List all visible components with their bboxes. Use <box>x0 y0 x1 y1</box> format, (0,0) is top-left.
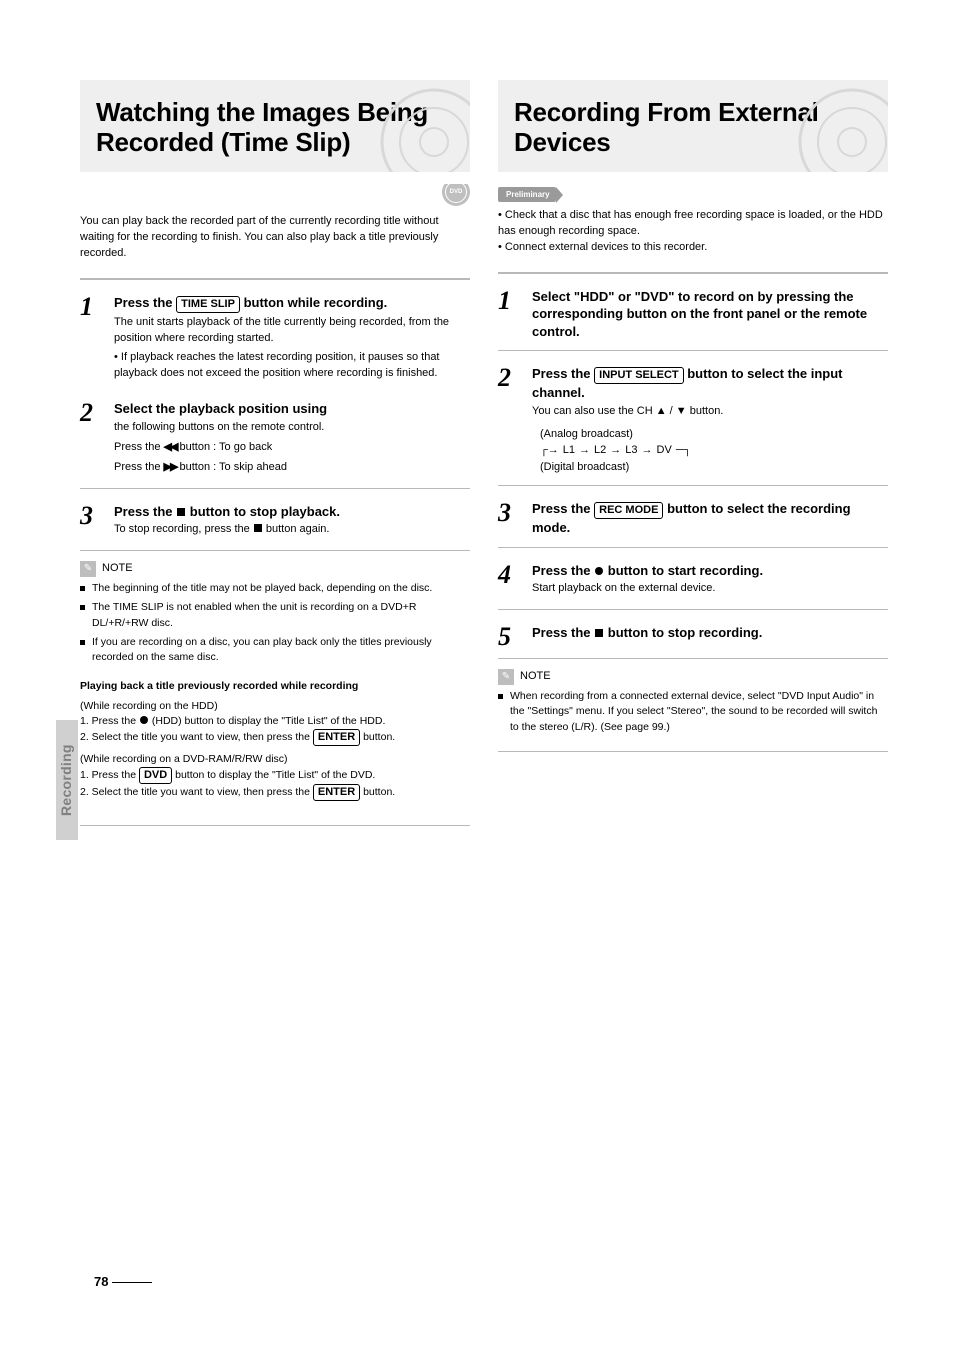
step-1-sub: The unit starts playback of the title cu… <box>114 315 470 347</box>
r-step-3: 3 Press the REC MODE button to select th… <box>498 500 888 539</box>
note-label: NOTE <box>520 669 551 685</box>
dvd-disc-icon: DVD <box>442 184 470 206</box>
note-item: When recording from a connected external… <box>498 689 888 735</box>
r-step-5-title: Press the button to stop recording. <box>532 624 888 642</box>
tip-line: 2. Select the title you want to view, th… <box>80 784 470 801</box>
footer-dash <box>112 1282 152 1283</box>
timeslip-button-label: TIME SLIP <box>176 296 240 313</box>
rec-mode-button-label: REC MODE <box>594 502 663 519</box>
step-3-title: Press the button to stop playback. <box>114 503 470 521</box>
pencil-icon: ✎ <box>498 669 514 685</box>
step-1: 1 Press the TIME SLIP button while recor… <box>80 294 470 387</box>
pencil-icon: ✎ <box>80 561 96 577</box>
step-number: 3 <box>498 500 522 539</box>
stop-icon <box>177 508 185 516</box>
step-2-line-2: Press the ▶▶ button : To skip ahead <box>114 460 470 476</box>
prelim-line-0: • Check that a disc that has enough free… <box>498 208 888 240</box>
divider-thin <box>80 550 470 551</box>
preliminary-tag: Preliminary <box>498 187 556 202</box>
r-step-1: 1 Select "HDD" or "DVD" to record on by … <box>498 288 888 343</box>
tip-line: 2. Select the title you want to view, th… <box>80 729 470 746</box>
step-2-line-1: Press the ◀◀ button : To go back <box>114 440 470 456</box>
right-column: Recording From External Devices Prelimin… <box>498 80 888 836</box>
tip-heading: Playing back a title previously recorded… <box>80 679 470 694</box>
disc-watermark-icon <box>792 82 888 172</box>
divider-thin <box>498 751 888 752</box>
step-1-bullet: • If playback reaches the latest recordi… <box>114 350 470 382</box>
chain-label-bottom: (Digital broadcast) <box>540 459 888 476</box>
chapter-side-tab-label: Recording <box>58 696 74 816</box>
step-2-title: Select the playback position using <box>114 400 470 418</box>
step-3: 3 Press the button to stop playback. To … <box>80 503 470 542</box>
step-number: 2 <box>80 400 104 479</box>
step-number: 1 <box>80 294 104 387</box>
tip-line: 1. Press the DVD button to display the "… <box>80 767 470 784</box>
record-icon <box>595 567 603 575</box>
tip-line: (While recording on the HDD) <box>80 699 470 714</box>
stop-icon <box>595 629 603 637</box>
step-2: 2 Select the playback position using the… <box>80 400 470 479</box>
step-number: 5 <box>498 624 522 650</box>
r-step-4-title: Press the button to start recording. <box>532 562 888 580</box>
step-number: 1 <box>498 288 522 343</box>
note-item: If you are recording on a disc, you can … <box>80 635 470 665</box>
left-notes: ✎ NOTE The beginning of the title may no… <box>80 561 470 665</box>
divider-thin <box>498 609 888 610</box>
right-notes: ✎ NOTE When recording from a connected e… <box>498 669 888 735</box>
r-step-4-sub: Start playback on the external device. <box>532 581 888 597</box>
input-select-button-label: INPUT SELECT <box>594 367 683 384</box>
tip-line: (While recording on a DVD-RAM/R/RW disc) <box>80 752 470 767</box>
divider-thin <box>498 547 888 548</box>
r-step-5: 5 Press the button to stop recording. <box>498 624 888 650</box>
chain-label-top: (Analog broadcast) <box>540 426 888 443</box>
chapter-side-tab: Recording <box>56 720 78 840</box>
divider <box>498 272 888 274</box>
divider-thin <box>498 350 888 351</box>
r-step-2-title: Press the INPUT SELECT button to select … <box>532 365 888 402</box>
divider-thin <box>80 488 470 489</box>
left-intro-text: You can play back the recorded part of t… <box>80 214 470 262</box>
left-heading-block: Watching the Images Being Recorded (Time… <box>80 80 470 172</box>
divider-thin <box>80 825 470 826</box>
step-number: 4 <box>498 562 522 601</box>
step-3-sub: To stop recording, press the button agai… <box>114 522 470 538</box>
r-step-2: 2 Press the INPUT SELECT button to selec… <box>498 365 888 477</box>
disc-watermark-icon <box>374 82 470 172</box>
divider-thin <box>498 658 888 659</box>
r-step-3-title: Press the REC MODE button to select the … <box>532 500 888 537</box>
prelim-line-1: • Connect external devices to this recor… <box>498 240 888 256</box>
page-number: 78 <box>94 1274 152 1289</box>
input-chain: (Analog broadcast) ┌→ L1→ L2→ L3→ DV ─┐ … <box>532 424 888 478</box>
note-label: NOTE <box>102 561 133 577</box>
note-item: The beginning of the title may not be pl… <box>80 581 470 596</box>
right-heading-block: Recording From External Devices <box>498 80 888 172</box>
r-step-1-title: Select "HDD" or "DVD" to record on by pr… <box>532 288 888 341</box>
step-number: 2 <box>498 365 522 477</box>
step-1-title: Press the TIME SLIP button while recordi… <box>114 294 470 313</box>
left-column: Watching the Images Being Recorded (Time… <box>80 80 470 836</box>
tip-line: 1. Press the (HDD) button to display the… <box>80 714 470 729</box>
r-step-4: 4 Press the button to start recording. S… <box>498 562 888 601</box>
r-step-2-sub: You can also use the CH ▲ / ▼ button. <box>532 404 888 420</box>
note-item: The TIME SLIP is not enabled when the un… <box>80 600 470 630</box>
step-number: 3 <box>80 503 104 542</box>
divider-thin <box>498 485 888 486</box>
left-tip: Playing back a title previously recorded… <box>80 679 470 801</box>
step-2-line-0: the following buttons on the remote cont… <box>114 420 470 436</box>
divider <box>80 278 470 280</box>
